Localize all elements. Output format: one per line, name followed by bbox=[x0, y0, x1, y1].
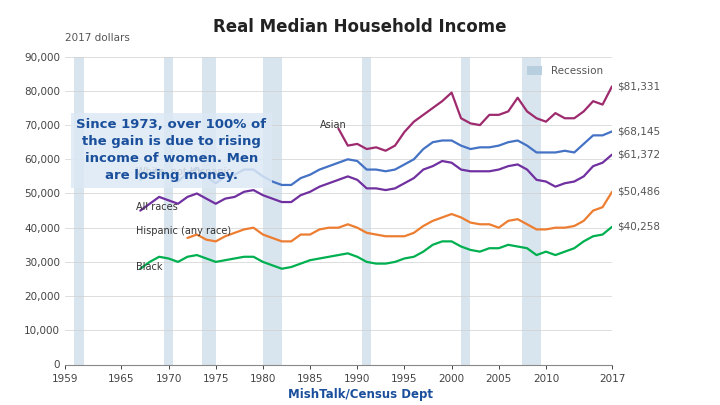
Bar bbox=[74, 57, 84, 364]
Text: 2017 dollars: 2017 dollars bbox=[65, 32, 130, 43]
Bar bbox=[164, 57, 174, 364]
Bar bbox=[461, 57, 470, 364]
Text: Hispanic (any race): Hispanic (any race) bbox=[135, 226, 230, 236]
Bar bbox=[362, 57, 372, 364]
Bar bbox=[202, 57, 216, 364]
Bar bbox=[523, 57, 541, 364]
Text: $68,145: $68,145 bbox=[617, 126, 660, 136]
Bar bbox=[263, 57, 282, 364]
Text: Since 1973, over 100% of
the gain is due to rising
income of women. Men
are losi: Since 1973, over 100% of the gain is due… bbox=[76, 118, 266, 182]
Text: $50,486: $50,486 bbox=[617, 187, 660, 197]
Legend: Recession: Recession bbox=[523, 62, 607, 81]
Text: Black: Black bbox=[135, 262, 162, 272]
Text: White, not Hispanic: White, not Hispanic bbox=[135, 167, 231, 177]
Text: Asian: Asian bbox=[320, 120, 346, 130]
Text: $40,258: $40,258 bbox=[617, 222, 660, 232]
Text: MishTalk/Census Dept: MishTalk/Census Dept bbox=[287, 388, 433, 401]
Text: Real Median Household Income: Real Median Household Income bbox=[213, 18, 507, 36]
Text: $61,372: $61,372 bbox=[617, 149, 660, 160]
Text: $81,331: $81,331 bbox=[617, 81, 660, 92]
Text: All races: All races bbox=[135, 202, 177, 212]
